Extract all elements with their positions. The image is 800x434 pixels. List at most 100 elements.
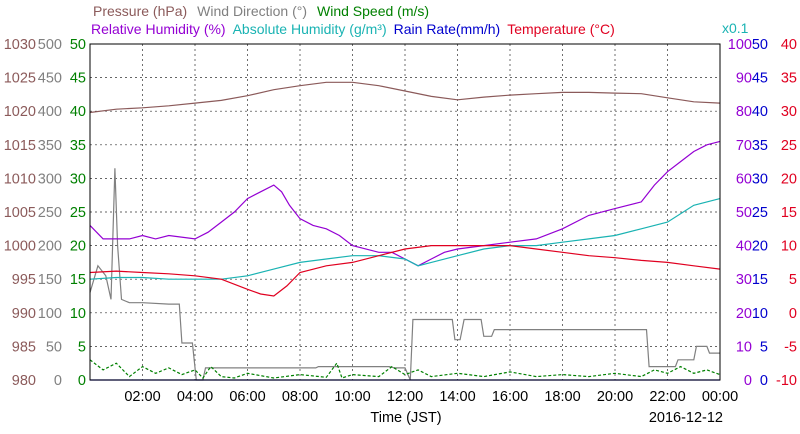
y-tick-wind-direction: 250 [38, 205, 62, 221]
y-tick-wind-direction: 0 [54, 373, 62, 389]
y-tick-wind-direction: 150 [38, 272, 62, 288]
y-tick-relative-humidity: 10 [736, 339, 752, 355]
x-tick-label: 16:00 [492, 389, 528, 405]
y-tick-wind-speed: 50 [70, 37, 86, 53]
legend-row-2: Relative Humidity (%) Absolute Humidity (… [91, 21, 615, 37]
series-wind-direction [89, 168, 720, 381]
x-tick-label: 18:00 [544, 389, 580, 405]
y-tick-relative-humidity: 80 [736, 104, 752, 120]
legend-rain-rate: Rain Rate(mm/h) [394, 21, 501, 37]
x-axis-label: Time (JST) [370, 410, 441, 426]
y-tick-temperature: 35 [781, 71, 797, 87]
y-tick-relative-humidity: 20 [736, 306, 752, 322]
y-tick-wind-speed: 10 [70, 306, 86, 322]
y-tick-wind-speed: 45 [70, 71, 86, 87]
y-tick-pressure: 1000 [4, 239, 36, 255]
x-tick-label: 06:00 [229, 389, 265, 405]
y-tick-rain-rate: 5 [760, 339, 768, 355]
y-tick-wind-speed: 25 [70, 205, 86, 221]
y-tick-rain-rate: 35 [752, 138, 768, 154]
x-axis: 02:00 04:00 06:00 08:00 10:00 12:00 14:00 16:00… [124, 389, 738, 405]
legend-relative-humidity: Relative Humidity (%) [91, 21, 226, 37]
series-absolute-humidity [89, 198, 721, 280]
y-tick-wind-direction: 400 [38, 104, 62, 120]
y-tick-relative-humidity: 60 [736, 171, 752, 187]
y-tick-rain-rate: 10 [752, 306, 768, 322]
y-tick-pressure: 990 [12, 306, 36, 322]
y-tick-temperature: 25 [781, 138, 797, 154]
legend-wind-direction: Wind Direction (°) [197, 3, 307, 19]
legend-absolute-humidity: Absolute Humidity (g/m³) [233, 21, 387, 37]
y-tick-pressure: 1005 [4, 205, 36, 221]
y-tick-pressure: 1020 [4, 104, 36, 120]
x-tick-label: 12:00 [387, 389, 423, 405]
y-axes: 1030102510201015101010051000995990985980… [4, 37, 797, 389]
y-tick-pressure: 1030 [4, 37, 36, 53]
y-tick-temperature: 5 [789, 272, 797, 288]
y-tick-wind-speed: 35 [70, 138, 86, 154]
y-tick-wind-direction: 450 [38, 71, 62, 87]
legend-titles: Pressure (hPa) Wind Direction (°) Wind Spe… [91, 3, 749, 37]
y-tick-wind-direction: 200 [38, 239, 62, 255]
series-relative-humidity [89, 140, 721, 267]
y-tick-rain-rate: 50 [752, 37, 768, 53]
series-temperature [89, 245, 721, 297]
y-tick-temperature: 15 [781, 205, 797, 221]
y-tick-wind-speed: 30 [70, 171, 86, 187]
x-tick-label: 02:00 [124, 389, 160, 405]
x-tick-label: 04:00 [177, 389, 213, 405]
y-tick-relative-humidity: 0 [744, 373, 752, 389]
y-tick-rain-rate: 0 [760, 373, 768, 389]
y-tick-wind-direction: 50 [46, 339, 62, 355]
y-tick-wind-direction: 500 [38, 37, 62, 53]
y-tick-pressure: 985 [12, 339, 36, 355]
y-tick-wind-speed: 5 [78, 339, 86, 355]
legend-temperature: Temperature (°C) [507, 21, 615, 37]
y-tick-rain-rate: 40 [752, 104, 768, 120]
y-tick-pressure: 1025 [4, 71, 36, 87]
y-tick-relative-humidity: 40 [736, 239, 752, 255]
series-wind-speed [89, 359, 721, 379]
y-tick-relative-humidity: 100 [728, 37, 752, 53]
y-tick-rain-rate: 25 [752, 205, 768, 221]
y-tick-temperature: 0 [789, 306, 797, 322]
x-tick-label: 22:00 [649, 389, 685, 405]
y-tick-wind-speed: 40 [70, 104, 86, 120]
x-tick-label: 10:00 [334, 389, 370, 405]
y-tick-temperature: 10 [781, 239, 797, 255]
legend-pressure: Pressure (hPa) [93, 3, 187, 19]
y-tick-relative-humidity: 70 [736, 138, 752, 154]
y-tick-wind-speed: 15 [70, 272, 86, 288]
y-tick-temperature: 40 [781, 37, 797, 53]
y-tick-wind-speed: 0 [78, 373, 86, 389]
y-tick-rain-rate: 20 [752, 239, 768, 255]
x-tick-label: 14:00 [439, 389, 475, 405]
y-tick-wind-speed: 20 [70, 239, 86, 255]
y-tick-wind-direction: 300 [38, 171, 62, 187]
y-tick-relative-humidity: 90 [736, 71, 752, 87]
y-tick-pressure: 1010 [4, 171, 36, 187]
y-tick-pressure: 980 [12, 373, 36, 389]
y-tick-pressure: 995 [12, 272, 36, 288]
y-tick-temperature: 30 [781, 104, 797, 120]
date-label: 2016-12-12 [649, 410, 723, 426]
x-tick-label: 00:00 [702, 389, 738, 405]
y-tick-wind-direction: 100 [38, 306, 62, 322]
y-tick-relative-humidity: 50 [736, 205, 752, 221]
x-tick-label: 08:00 [282, 389, 318, 405]
y-tick-rain-rate: 45 [752, 71, 768, 87]
grid [90, 44, 720, 380]
y-tick-rain-rate: 15 [752, 272, 768, 288]
abs-humidity-scale-note: x0.1 [722, 20, 749, 36]
y-tick-temperature: 20 [781, 171, 797, 187]
y-tick-relative-humidity: 30 [736, 272, 752, 288]
y-tick-temperature: -10 [776, 373, 797, 389]
y-tick-temperature: -5 [784, 339, 797, 355]
legend-wind-speed: Wind Speed (m/s) [317, 3, 429, 19]
x-tick-label: 20:00 [597, 389, 633, 405]
y-tick-rain-rate: 30 [752, 171, 768, 187]
legend-row-1: Pressure (hPa) Wind Direction (°) Wind Spe… [93, 3, 429, 19]
plot-frame [89, 43, 721, 381]
